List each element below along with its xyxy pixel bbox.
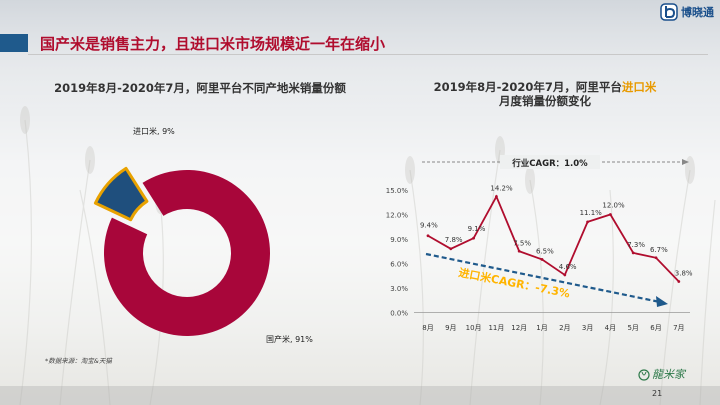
- data-point: [609, 213, 612, 216]
- data-label: 7.3%: [627, 241, 645, 249]
- data-point: [631, 251, 635, 255]
- logo-text: 博晓通: [681, 6, 714, 19]
- data-point: [540, 258, 544, 261]
- y-tick-label: 15.0%: [386, 187, 409, 195]
- data-point: [563, 273, 567, 277]
- data-label: 6.5%: [536, 247, 554, 255]
- headline: 国产米是销售主力，且进口米市场规模近一年在缩小: [40, 35, 386, 53]
- data-label: 3.8%: [675, 269, 693, 277]
- source-note: *数据来源：淘宝&天猫: [45, 357, 112, 365]
- x-tick-label: 10月: [466, 324, 482, 332]
- data-point: [426, 234, 430, 238]
- series-line: [427, 194, 680, 283]
- x-tick-label: 5月: [627, 324, 638, 332]
- data-point: [677, 280, 681, 283]
- x-tick-label: 12月: [511, 324, 527, 332]
- y-tick-label: 3.0%: [390, 285, 408, 293]
- data-point: [472, 236, 475, 240]
- right-chart-title-highlight: 进口米: [621, 80, 657, 94]
- data-point: [517, 249, 521, 253]
- data-label: 9.1%: [468, 225, 486, 233]
- headline-rule: [28, 54, 708, 55]
- right-chart-title-part2: 月度销量份额变化: [499, 94, 591, 108]
- trend-arrowhead: [656, 296, 668, 307]
- x-tick-label: 3月: [582, 324, 593, 332]
- industry-cagr-label: 行业CAGR：1.0%: [511, 158, 588, 169]
- donut-slice-domestic: [103, 169, 270, 337]
- donut-label-imported: 进口米, 9%: [133, 126, 175, 136]
- y-tick-label: 12.0%: [386, 212, 409, 220]
- y-tick-label: 6.0%: [390, 261, 408, 269]
- x-tick-label: 1月: [536, 324, 547, 332]
- data-label: 11.1%: [580, 209, 603, 217]
- y-tick-label: 0.0%: [390, 310, 408, 318]
- brand-logo-text: 龍米家: [652, 368, 687, 381]
- data-label: 9.4%: [420, 222, 438, 230]
- x-tick-label: 6月: [650, 324, 661, 332]
- x-tick-label: 7月: [673, 324, 684, 332]
- data-label: 7.5%: [513, 239, 531, 247]
- data-point: [449, 247, 453, 251]
- top-bar: 博晓通: [0, 0, 720, 26]
- x-tick-label: 8月: [422, 324, 433, 332]
- data-label: 4.6%: [559, 263, 577, 271]
- x-tick-label: 2月: [559, 324, 570, 332]
- right-chart-title: 2019年8月-2020年7月，阿里平台进口米 月度销量份额变化: [380, 80, 710, 108]
- data-label: 14.2%: [490, 185, 513, 193]
- page-number: 21: [652, 389, 663, 398]
- logo-icon: [660, 3, 678, 21]
- headline-accent: [0, 34, 28, 52]
- data-label: 12.0%: [602, 202, 625, 210]
- brand-logo: 龍米家: [638, 368, 687, 381]
- data-point: [654, 256, 658, 260]
- right-chart-title-part1: 2019年8月-2020年7月，阿里平台: [433, 80, 622, 94]
- data-label: 6.7%: [650, 246, 668, 254]
- donut-slice-imported: [93, 166, 149, 222]
- data-point: [495, 195, 498, 198]
- footer-band: [0, 386, 720, 405]
- industry-cagr-arrowhead: [682, 159, 689, 165]
- x-tick-label: 9月: [445, 324, 456, 332]
- trend-label: 进口米CAGR：-7.3%: [457, 265, 571, 300]
- data-point: [586, 220, 589, 224]
- x-tick-label: 4月: [605, 324, 616, 332]
- x-tick-label: 11月: [488, 324, 504, 332]
- left-chart-title: 2019年8月-2020年7月，阿里平台不同产地米销量份额: [54, 81, 346, 95]
- logo: 博晓通: [660, 3, 714, 21]
- donut-label-domestic: 国产米, 91%: [266, 334, 313, 344]
- industry-cagr-label-bg: [500, 155, 600, 169]
- data-label: 7.8%: [445, 236, 463, 244]
- y-tick-label: 9.0%: [390, 236, 408, 244]
- headline-bar: 国产米是销售主力，且进口米市场规模近一年在缩小: [0, 30, 720, 56]
